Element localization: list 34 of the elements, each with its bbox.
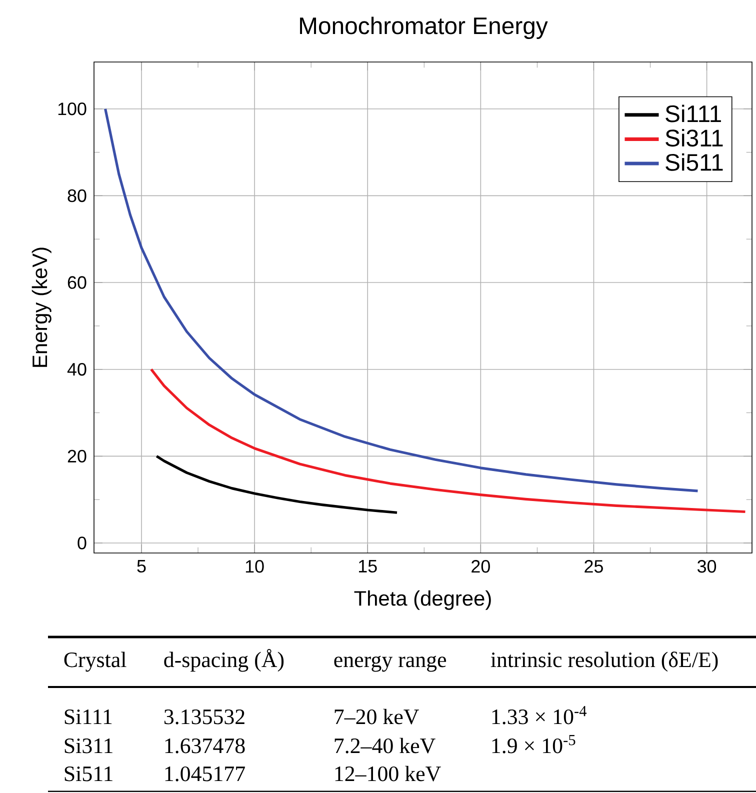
legend-label: Si111 (666, 104, 721, 122)
text: 12–100 keV (335, 766, 441, 782)
legend-label: Si311 (666, 129, 723, 147)
x-axis-title: Theta (degree) (354, 590, 491, 610)
text: 1.045177 (165, 766, 245, 782)
text: Si311 (64, 738, 112, 754)
text: 1.33 × 10$^{-4}$ (492, 706, 587, 724)
x-tick-label: 25 (584, 560, 603, 573)
text: intrinsic resolution (δE/E) (490, 652, 718, 672)
text: 3.135532 (164, 710, 244, 724)
y-axis-title: Energy (keV) (32, 248, 52, 367)
text: d-spacing (Å) (164, 649, 284, 672)
text: Si511 (64, 766, 112, 782)
text: 1.9 × 10$^{-5}$ (492, 735, 576, 754)
text: 7–20 keV (334, 708, 419, 724)
x-tick-label: 5 (137, 560, 146, 573)
y-tick-label: 60 (68, 276, 86, 289)
y-tick-label: 100 (58, 102, 86, 116)
x-tick-label: 10 (246, 560, 264, 573)
y-tick-label: 20 (68, 450, 86, 463)
x-tick-label: 15 (359, 560, 377, 573)
x-tick-label: 20 (472, 560, 490, 573)
x-tick-label: 30 (698, 560, 716, 573)
y-tick-label: 40 (67, 363, 86, 376)
line-series (155, 454, 398, 514)
chart-title: Monochromator Energy (300, 16, 548, 39)
y-tick-label: 80 (68, 189, 86, 202)
text: Crystal (64, 652, 126, 672)
text: energy range (334, 656, 446, 672)
text: 1.637478 (165, 738, 245, 754)
legend-label: Si511 (666, 153, 723, 171)
text: Si111 (64, 710, 112, 724)
y-tick-label: 0 (78, 536, 86, 550)
text: 7.2–40 keV (334, 738, 436, 754)
